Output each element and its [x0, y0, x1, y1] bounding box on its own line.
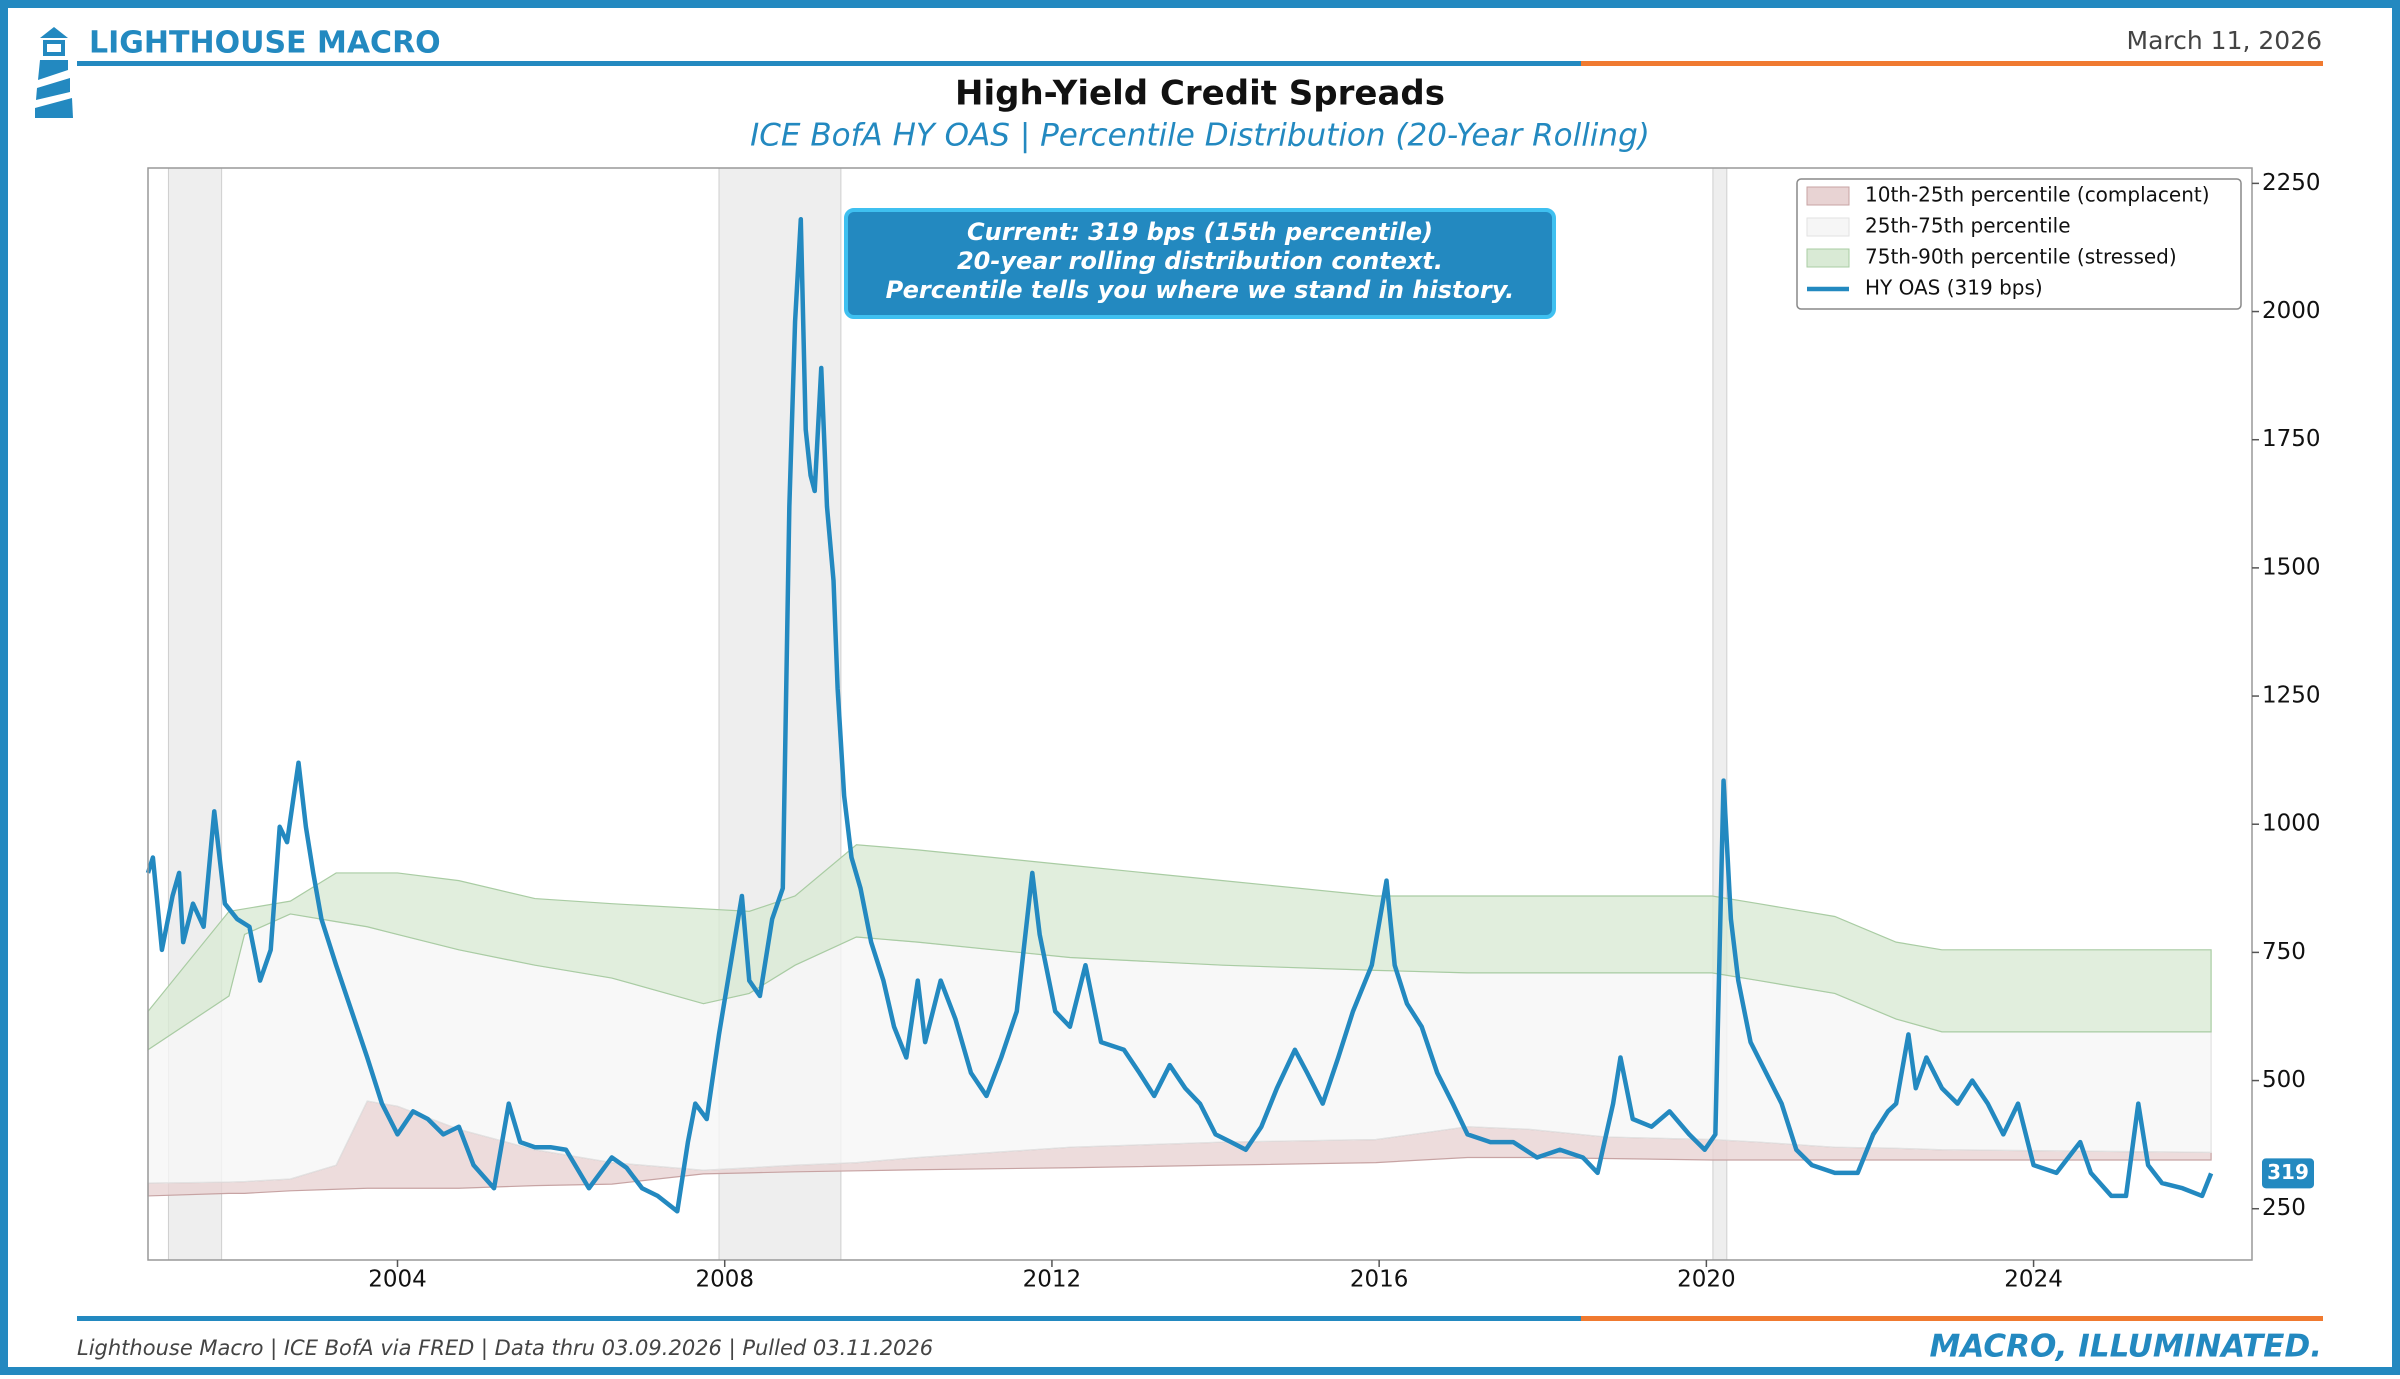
x-tick-label: 2024 — [2004, 1267, 2063, 1293]
y-tick-label: 750 — [2262, 939, 2306, 965]
legend-label: 75th-90th percentile (stressed) — [1865, 245, 2177, 269]
annotation-line: 20-year rolling distribution context. — [957, 247, 1443, 275]
chart-title: High-Yield Credit Spreads — [955, 74, 1445, 114]
header-rule — [77, 61, 1581, 66]
plot — [145, 167, 2214, 1261]
y-tick-label: 500 — [2262, 1067, 2306, 1093]
tagline: MACRO, ILLUMINATED. — [1930, 1329, 2322, 1365]
x-tick-label: 2012 — [1023, 1267, 1082, 1293]
y-tick-label: 2000 — [2262, 298, 2321, 324]
legend-label: 10th-25th percentile (complacent) — [1865, 183, 2210, 207]
current-value-tag — [2262, 1158, 2314, 1189]
legend-swatch — [1806, 186, 1850, 206]
x-tick-label: 2016 — [1350, 1267, 1409, 1293]
date: March 11, 2026 — [2127, 26, 2322, 55]
y-tick-label: 1500 — [2262, 554, 2321, 580]
legend-label: 25th-75th percentile — [1865, 214, 2071, 238]
legend-label: HY OAS (319 bps) — [1865, 276, 2043, 300]
logo — [35, 27, 73, 118]
legend-swatch — [1806, 248, 1850, 268]
footer-source: Lighthouse Macro | ICE BofA via FRED | D… — [77, 1336, 933, 1361]
plot-frame — [147, 167, 2253, 1261]
legend-box — [1796, 178, 2242, 310]
y-tick-label: 1000 — [2262, 811, 2321, 837]
annotation-line: Percentile tells you where we stand in h… — [886, 276, 1515, 304]
brand: LIGHTHOUSE MACRO — [89, 26, 441, 61]
y-tick-label: 1750 — [2262, 426, 2321, 452]
annotation-box — [844, 208, 1556, 319]
x-tick-label: 2004 — [368, 1267, 427, 1293]
annotation-line: Current: 319 bps (15th percentile) — [967, 218, 1433, 246]
y-tick-label: 1250 — [2262, 683, 2321, 709]
legend-swatch — [1806, 217, 1850, 237]
series-line — [145, 217, 2214, 1214]
percentile-band — [147, 844, 2212, 1051]
header-rule-accent — [1581, 61, 2323, 66]
y-tick-label: 250 — [2262, 1195, 2306, 1221]
chart-subtitle: ICE BofA HY OAS | Percentile Distributio… — [750, 118, 1650, 154]
current-value-label: 319 — [2267, 1160, 2309, 1184]
y-tick-label: 2250 — [2262, 170, 2321, 196]
x-tick-label: 2020 — [1677, 1267, 1736, 1293]
footer-rule — [77, 1316, 1581, 1321]
x-tick-label: 2008 — [695, 1267, 754, 1293]
footer-rule-accent — [1581, 1316, 2323, 1321]
